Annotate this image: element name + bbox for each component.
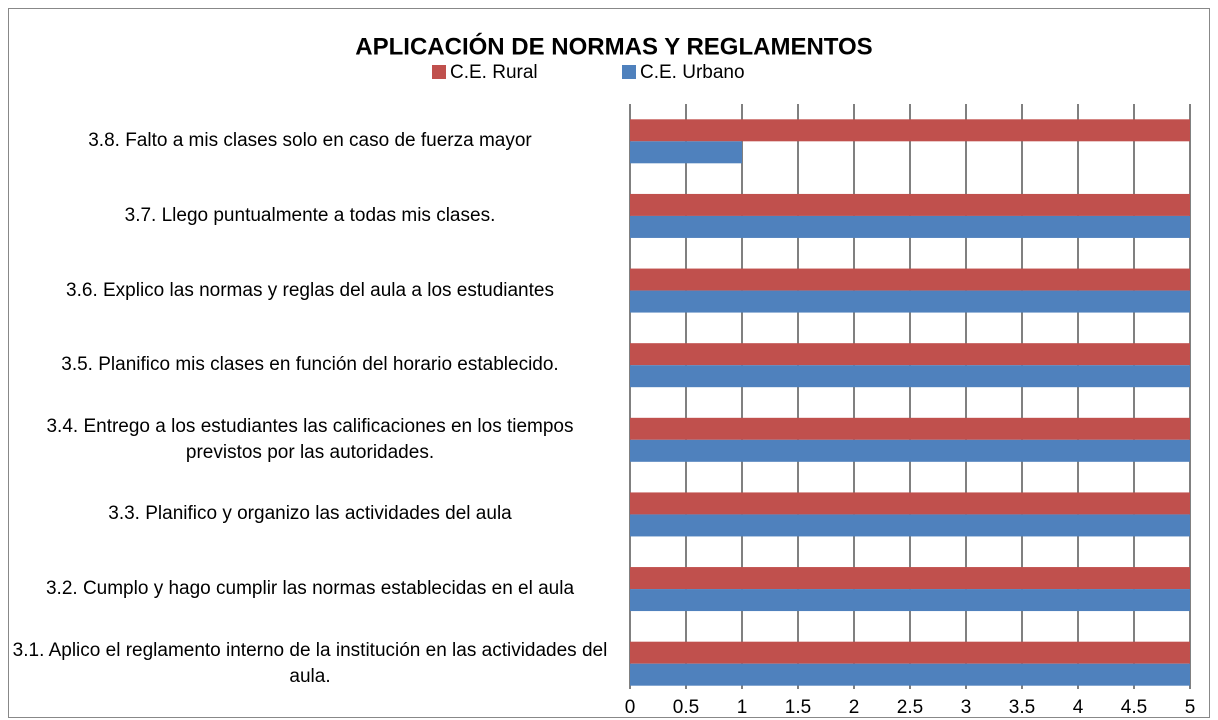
bar <box>630 589 1190 612</box>
bar <box>630 663 1190 686</box>
x-tick-label: 3.5 <box>1009 697 1035 718</box>
y-tick-label: 3.6. Explico las normas y reglas del aul… <box>66 279 554 301</box>
x-tick-label: 3 <box>961 697 972 718</box>
y-tick-label: 3.7. Llego puntualmente a todas mis clas… <box>124 204 496 226</box>
x-tick-label: 2 <box>849 697 860 718</box>
bar <box>630 439 1190 462</box>
bar <box>630 492 1190 515</box>
bar <box>630 215 1190 238</box>
bar <box>630 268 1190 291</box>
legend-swatch <box>622 65 636 79</box>
y-tick-label: 3.2. Cumplo y hago cumplir las normas es… <box>45 578 575 600</box>
bar <box>630 514 1190 537</box>
x-tick-label: 4 <box>1073 697 1084 718</box>
chart-title: APLICACIÓN DE NORMAS Y REGLAMENTOS <box>355 32 872 60</box>
x-tick-label: 0.5 <box>673 697 699 718</box>
y-tick-label: 3.3. Planifico y organizo las actividade… <box>108 503 512 525</box>
y-tick-label: 3.8. Falto a mis clases solo en caso de … <box>88 130 532 152</box>
bar <box>630 641 1190 664</box>
bar <box>630 417 1190 440</box>
legend-label: C.E. Rural <box>450 62 538 83</box>
y-tick-label: 3.1. Aplico el reglamento interno de la … <box>12 639 608 687</box>
x-tick-label: 0 <box>625 697 636 718</box>
x-tick-label: 2.5 <box>897 697 923 718</box>
y-tick-label: 3.5. Planifico mis clases en función del… <box>61 354 559 376</box>
x-tick-label: 1 <box>737 697 748 718</box>
x-tick-label: 4.5 <box>1121 697 1147 718</box>
bar <box>630 343 1190 366</box>
bar <box>630 365 1190 388</box>
bar <box>630 141 742 164</box>
bar <box>630 193 1190 216</box>
bar <box>630 567 1190 590</box>
bar <box>630 290 1190 313</box>
y-tick-label: 3.4. Entrego a los estudiantes las calif… <box>46 415 574 463</box>
x-tick-label: 1.5 <box>785 697 811 718</box>
legend-swatch <box>432 65 446 79</box>
bar <box>630 119 1190 142</box>
legend-label: C.E. Urbano <box>640 62 745 83</box>
x-tick-label: 5 <box>1185 697 1196 718</box>
